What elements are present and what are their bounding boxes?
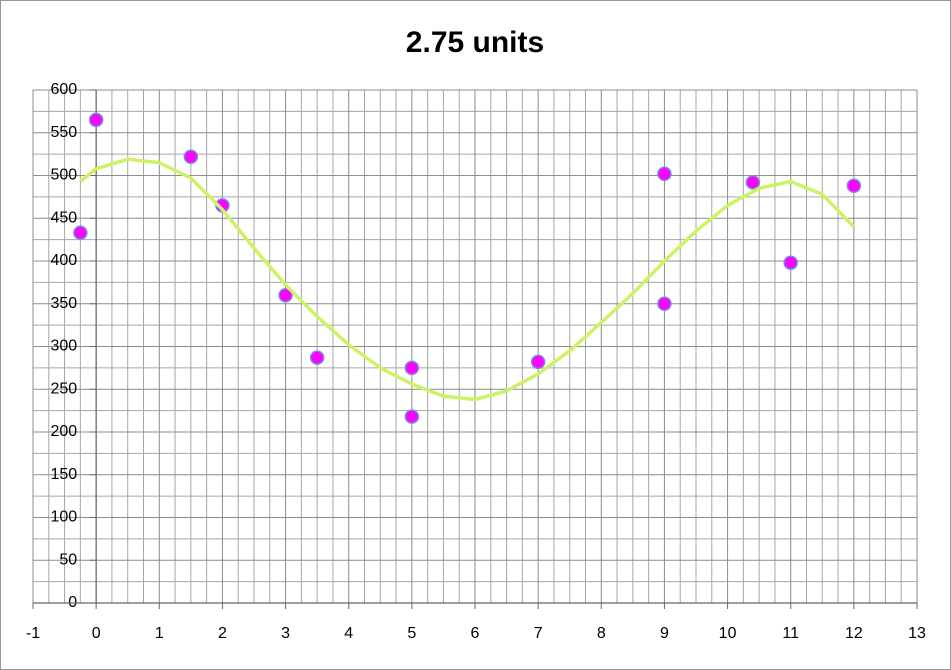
y-tick-label: 550 [50,124,77,141]
x-tick-label: 3 [281,625,290,642]
scatter-point [278,287,293,303]
x-tick-label: 12 [845,625,863,642]
scatter-point [846,178,862,194]
x-tick-label: 11 [782,625,799,642]
y-tick-label: 150 [50,466,77,483]
chart-title: 2.75 units [406,26,544,59]
scatter-point [73,225,88,241]
scatter-point [404,409,420,424]
scatter-point [657,296,672,311]
y-tick-label: 300 [50,338,77,355]
x-tick-label: 13 [908,625,926,642]
scatter-point [404,360,420,376]
y-tick-label: 500 [50,167,77,184]
x-tick-label: 9 [660,625,669,642]
x-tick-label: 8 [597,625,606,642]
y-tick-label: 350 [50,295,77,312]
x-tick-label: 7 [534,625,543,642]
scatter-point [745,175,761,190]
y-tick-label: 50 [59,551,77,568]
trend-line [79,157,856,402]
y-tick-label: 200 [50,423,77,440]
y-tick-label: 400 [50,252,77,269]
scatter-point [309,350,325,365]
y-tick-label: 100 [50,509,77,526]
scatter-point [88,112,104,128]
x-tick-label: -1 [26,625,40,642]
x-tick-label: 0 [92,625,101,642]
scatter-point [783,255,798,270]
y-tick-label: 450 [50,209,77,226]
x-tick-label: 1 [155,625,164,642]
x-tick-label: 10 [719,625,737,642]
x-tick-label: 6 [471,625,480,642]
x-tick-label: 2 [218,625,227,642]
x-tick-label: 4 [344,625,353,642]
scatter-point [183,149,199,164]
y-tick-label: 250 [50,380,77,397]
y-tick-label: 600 [50,81,77,98]
x-tick-label: 5 [407,625,416,642]
scatter-point [657,166,672,182]
scatter-point [530,354,546,370]
